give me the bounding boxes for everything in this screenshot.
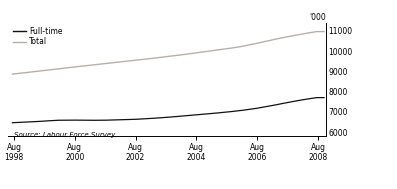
Legend: Full-time, Total: Full-time, Total (12, 26, 64, 47)
Text: Source: Labour Force Survey.: Source: Labour Force Survey. (14, 132, 117, 138)
Text: '000: '000 (309, 12, 326, 22)
